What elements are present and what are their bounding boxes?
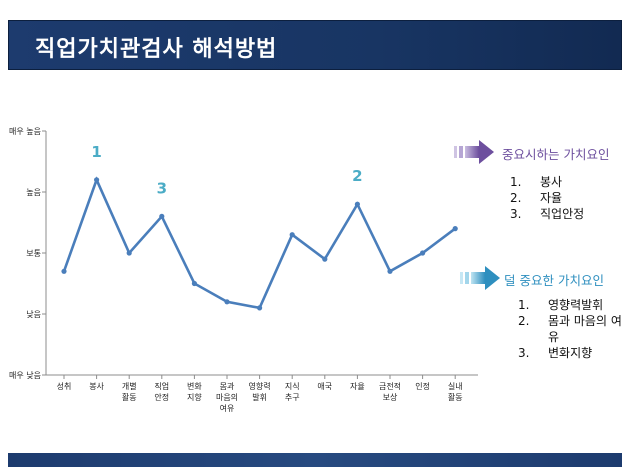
purple-arrow-icon — [454, 140, 494, 164]
x-tick-label: 몸과 마음의 여유 — [216, 382, 238, 413]
rank-annotation: 2 — [352, 167, 362, 185]
important-list: 1. 봉사 2. 자율 3. 직업안정 — [510, 174, 584, 222]
x-tick-label: 애국 — [317, 382, 332, 391]
x-tick-label: 자율 — [350, 382, 365, 391]
list-item: 3. 직업안정 — [510, 207, 585, 221]
x-tick-label: 실내 활동 — [448, 381, 463, 402]
rank-annotation: 3 — [157, 179, 167, 197]
x-tick-label: 봉사 — [89, 382, 104, 391]
data-point — [224, 299, 230, 305]
rank-annotation: 1 — [91, 143, 101, 161]
list-item: 1. 봉사 — [510, 175, 563, 189]
y-tick-label: 높음 — [26, 188, 41, 197]
list-item: 2. 자율 — [510, 191, 563, 205]
title-banner: 직업가치관검사 해석방법 — [8, 20, 622, 70]
list-item: 2. 몸과 마음의 여유 — [518, 314, 622, 344]
x-tick-label: 개별 활동 — [122, 381, 137, 402]
less-important-heading: 덜 중요한 가치요인 — [504, 273, 604, 288]
list-item: 1. 영향력발휘 — [518, 298, 604, 312]
x-tick-label: 직업 안정 — [154, 381, 169, 402]
footer-bar — [8, 453, 622, 467]
x-tick-label: 변화 지향 — [187, 381, 202, 402]
data-point — [61, 268, 67, 274]
list-item: 3. 변화지향 — [518, 346, 593, 360]
data-point — [289, 232, 295, 238]
y-tick-label: 낮음 — [26, 309, 41, 319]
data-point — [191, 280, 197, 287]
x-tick-label: 인정 — [415, 381, 430, 391]
data-point — [94, 177, 100, 183]
data-point — [257, 305, 263, 311]
data-point — [387, 268, 393, 274]
y-tick-label: 매우 낮음 — [9, 370, 41, 380]
data-point — [126, 250, 132, 256]
data-point — [420, 250, 426, 256]
y-tick-label: 매우 높음 — [9, 127, 41, 136]
y-tick-label: 보통 — [26, 249, 41, 258]
data-point — [322, 256, 328, 262]
page-title: 직업가치관검사 해석방법 — [35, 37, 278, 62]
x-tick-label: 영향력 발휘 — [249, 381, 271, 402]
x-tick-label: 성취 — [57, 382, 72, 391]
x-tick-label: 지식 추구 — [285, 382, 300, 402]
data-point — [452, 226, 458, 232]
data-point — [159, 213, 165, 219]
series-line — [62, 176, 456, 310]
data-point — [354, 201, 360, 207]
x-tick-label: 금전적 보상 — [379, 381, 401, 402]
less-important-list: 1. 영향력발휘 2. 몸과 마음의 여유 3. 변화지향 — [518, 297, 622, 361]
important-heading: 중요시하는 가치요인 — [502, 147, 610, 162]
blue-arrow-icon — [460, 266, 500, 290]
